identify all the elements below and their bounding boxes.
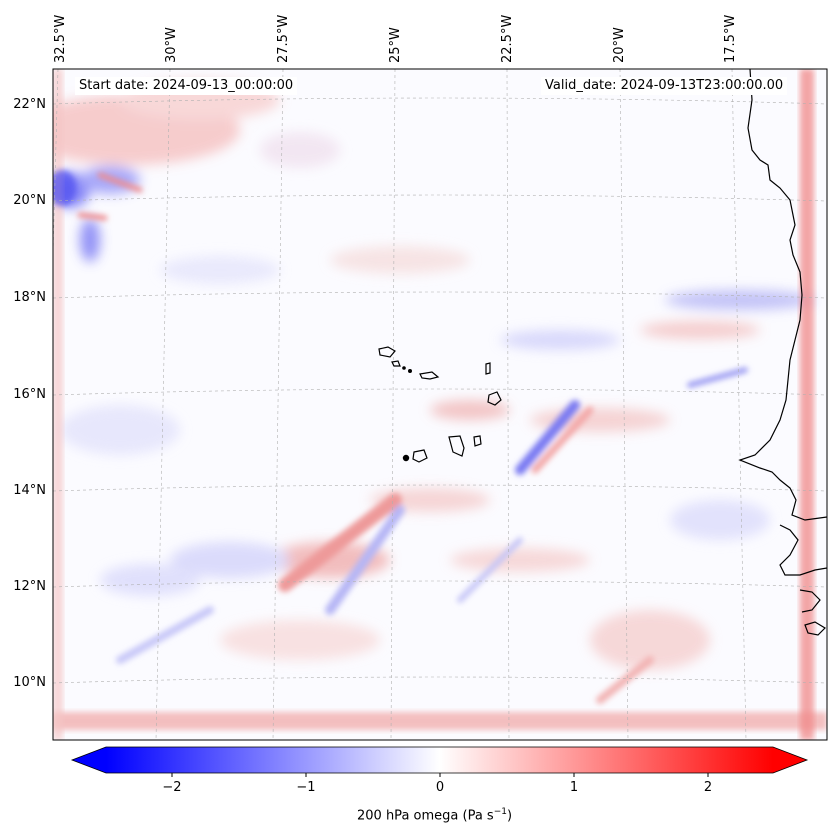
colorbar-label: 200 hPa omega (Pa s−1) <box>357 807 512 823</box>
latitude-label: 12°N <box>13 579 46 594</box>
gridlines <box>53 69 827 740</box>
longitude-label: 25°W <box>388 27 403 63</box>
longitude-label: 20°W <box>612 27 627 63</box>
latitude-label: 14°N <box>13 483 46 498</box>
cape-verde-islands <box>378 346 502 463</box>
colorbar <box>70 746 809 777</box>
colorbar-label-exponent: −1 <box>493 807 507 817</box>
longitude-label: 17.5°W <box>723 14 738 63</box>
coastline <box>738 69 827 636</box>
colorbar-label-close: ) <box>506 808 513 824</box>
colorbar-tick-label: −2 <box>162 780 182 795</box>
latitude-label: 18°N <box>13 290 46 305</box>
colorbar-max-extension <box>773 747 807 773</box>
colorbar-min-extension <box>72 747 106 773</box>
map-frame <box>52 68 828 741</box>
valid-date-label: Valid_date: 2024-09-13T23:00:00.00 <box>541 77 788 95</box>
latitude-label: 20°N <box>13 193 46 208</box>
longitude-label: 32.5°W <box>53 14 68 63</box>
colorbar-tick-label: 2 <box>703 780 713 795</box>
latitude-label: 16°N <box>13 387 46 402</box>
colorbar-gradient <box>106 747 773 773</box>
longitude-label: 27.5°W <box>276 14 291 63</box>
longitude-label: 30°W <box>164 27 179 63</box>
latitude-label: 10°N <box>13 675 46 690</box>
longitude-label: 22.5°W <box>500 14 515 63</box>
latitude-label: 22°N <box>13 97 46 112</box>
start-date-label: Start date: 2024-09-13_00:00:00 <box>75 77 298 95</box>
colorbar-tick-label: 0 <box>435 780 445 795</box>
colorbar-tick-label: 1 <box>569 780 579 795</box>
colorbar-tick-label: −1 <box>296 780 316 795</box>
colorbar-label-text: 200 hPa omega (Pa s <box>357 808 494 824</box>
